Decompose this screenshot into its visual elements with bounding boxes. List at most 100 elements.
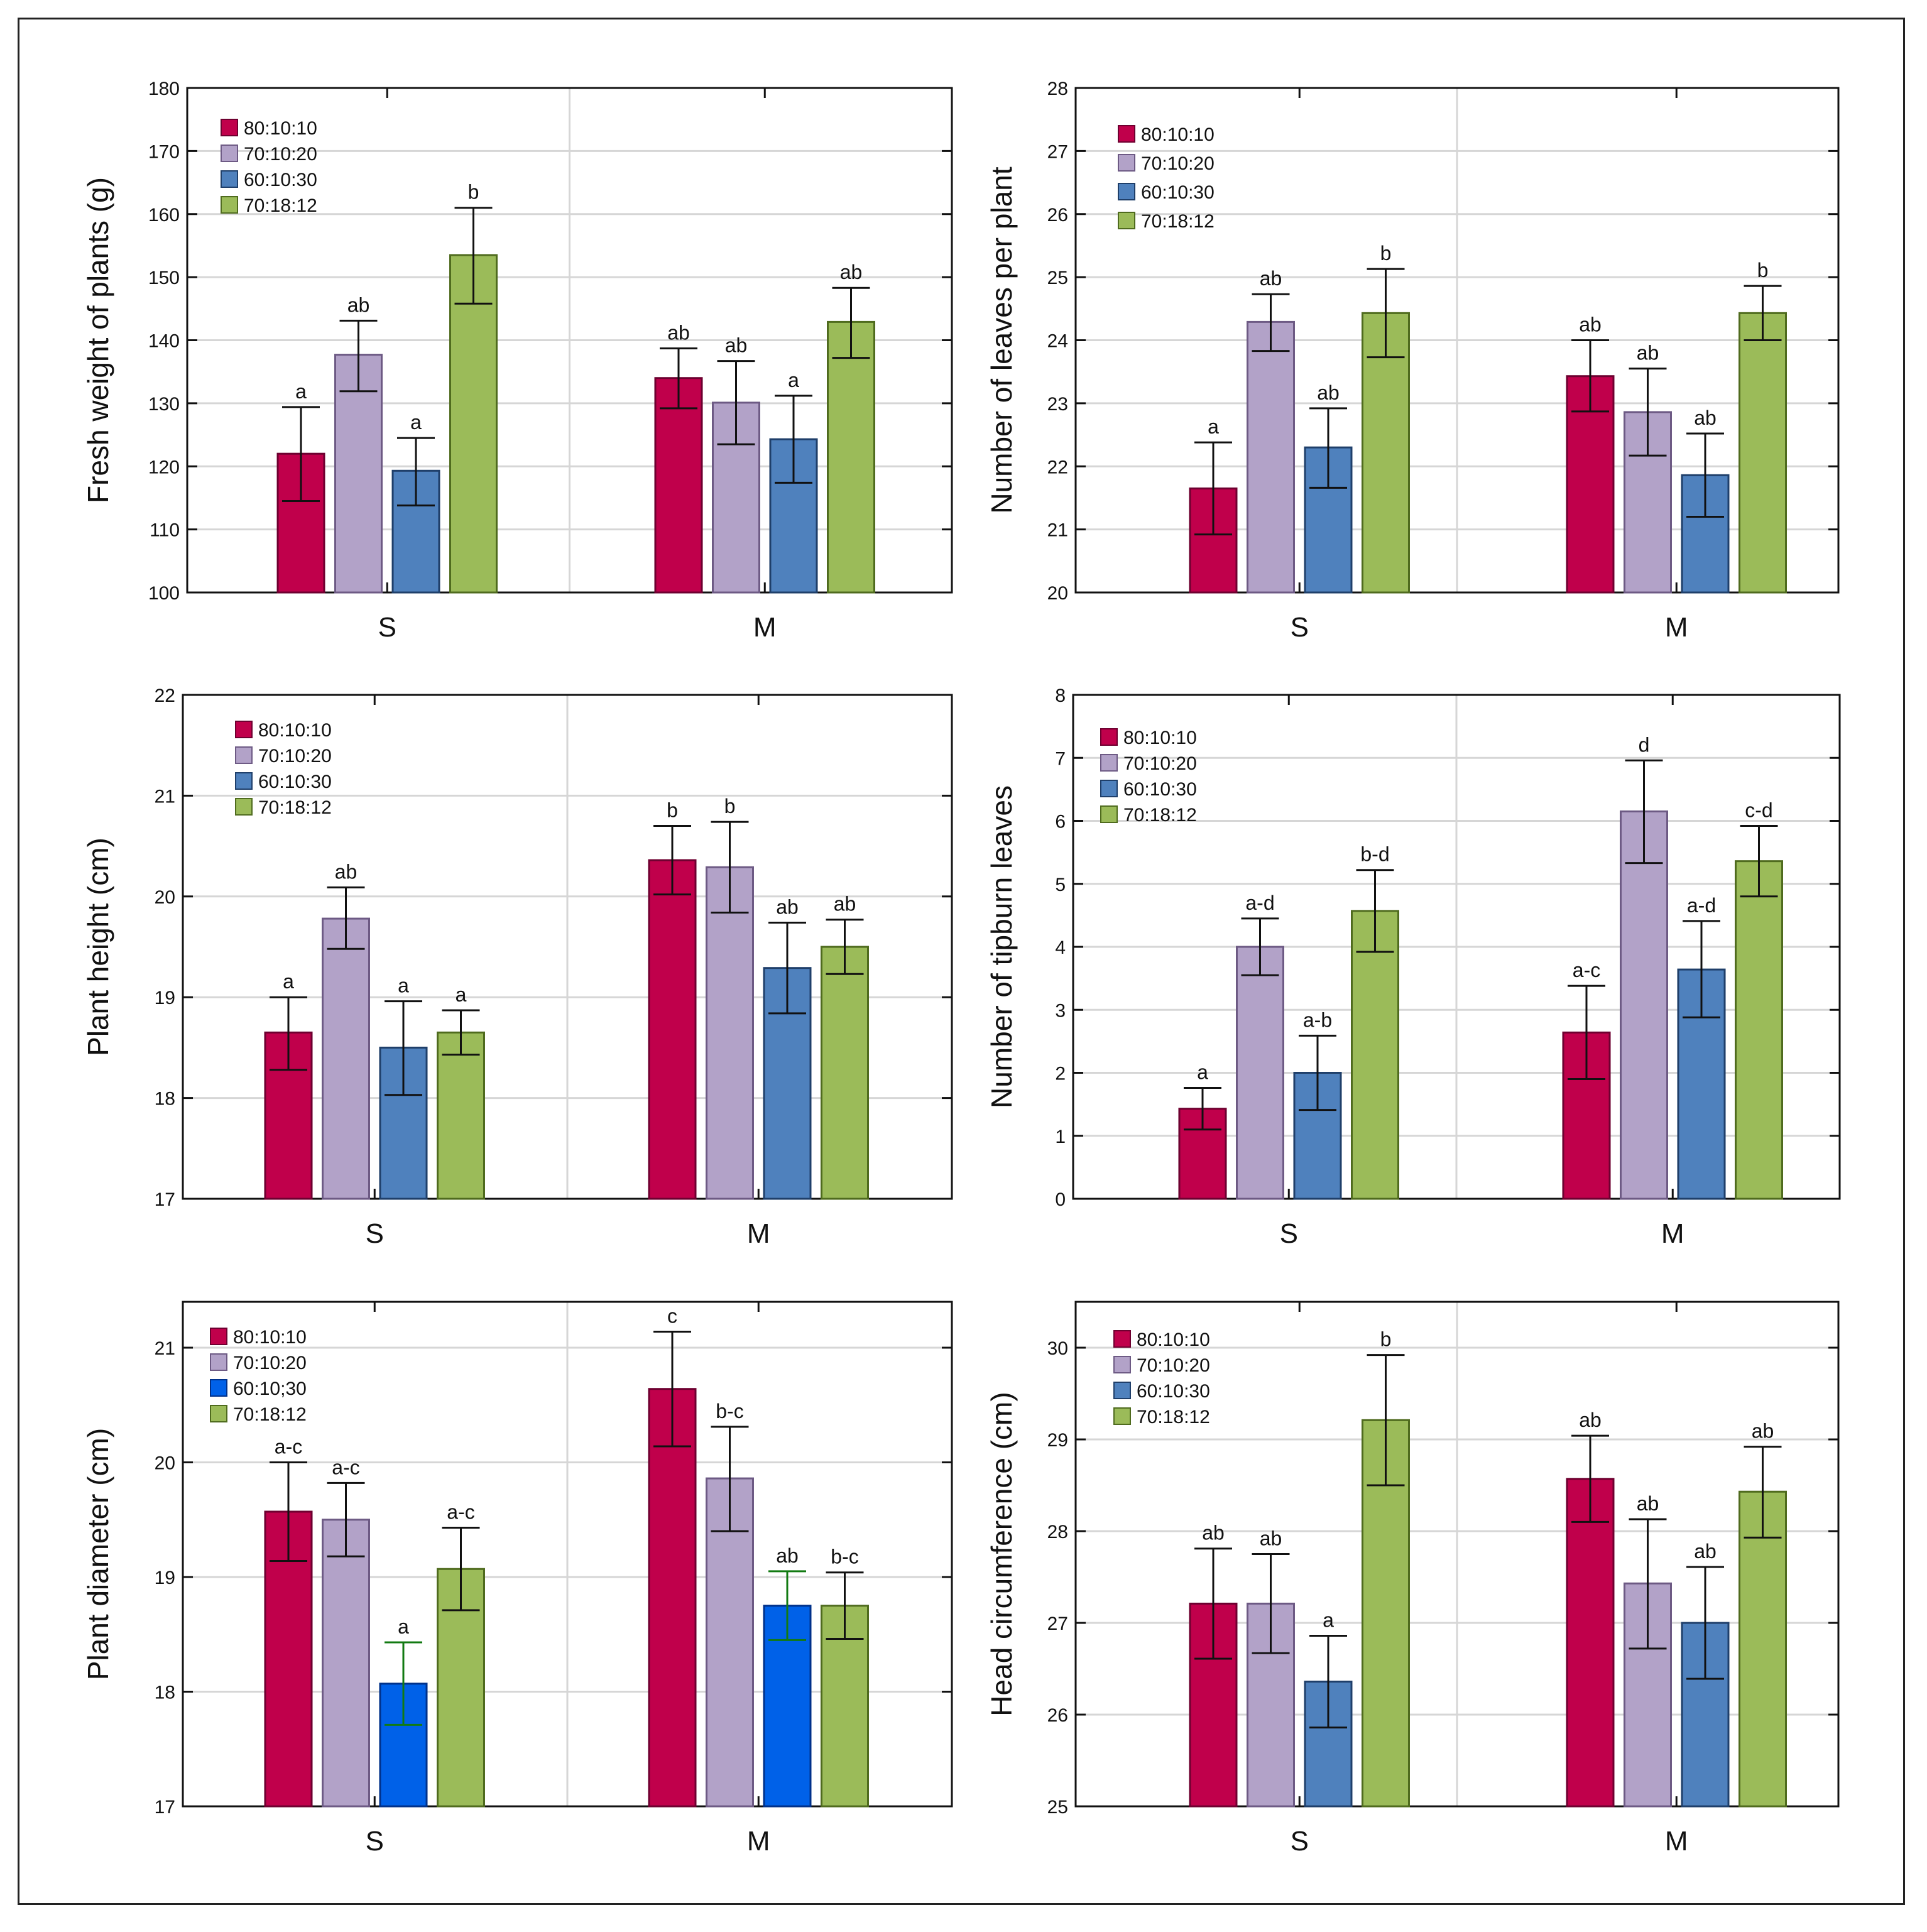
y-tick-label: 1: [1055, 1127, 1066, 1147]
significance-label: b: [1380, 242, 1392, 265]
y-tick-label: 20: [155, 887, 175, 908]
legend-swatch: [1113, 1382, 1131, 1399]
y-tick-label: 27: [1047, 1613, 1068, 1634]
y-tick-label: 21: [155, 786, 175, 807]
legend-swatch: [1118, 125, 1135, 143]
legend-label: 70:18:12: [258, 797, 332, 818]
significance-label: a: [1197, 1061, 1208, 1084]
significance-label: b: [1757, 259, 1769, 281]
y-tick-label: 25: [1047, 268, 1068, 288]
legend-swatch: [1118, 212, 1135, 229]
y-tick-label: 21: [1047, 520, 1068, 541]
legend-swatch: [221, 196, 238, 214]
chart-panel-2: 20 21 22 23 24 25 26 27 28 S M Number of leaves per…: [985, 79, 1840, 643]
y-tick-label: 22: [1047, 457, 1068, 478]
bar: [1362, 312, 1410, 594]
legend-label: 80:10:10: [1141, 124, 1215, 145]
y-tick-label: 24: [1047, 331, 1068, 352]
y-tick-label: 100: [148, 583, 180, 604]
legend-swatch: [235, 772, 253, 790]
y-tick-label: 6: [1055, 812, 1066, 832]
y-tick-label: 110: [150, 520, 180, 541]
legend-swatch: [1113, 1407, 1131, 1425]
y-tick-label: 160: [148, 205, 180, 226]
significance-label: ab: [840, 261, 863, 283]
legend-label: 80:10:10: [233, 1327, 307, 1348]
significance-label: a: [295, 380, 307, 403]
significance-label: a-d: [1245, 892, 1274, 914]
legend-swatch: [235, 746, 253, 764]
legend-label: 70:10:20: [1123, 753, 1197, 774]
x-category-label: M: [753, 612, 777, 643]
significance-label: d: [1639, 733, 1650, 756]
chart-panel-1: 100 110 120 130 140 150 160 170 180 S M Fresh weigh…: [82, 79, 953, 643]
legend-label: 80:10:10: [258, 720, 332, 741]
y-tick-label: 180: [148, 79, 180, 99]
bar: [1620, 810, 1668, 1200]
y-axis-label: Number of leaves per plant: [985, 166, 1018, 514]
bar: [449, 254, 498, 594]
y-tick-label: 27: [1047, 141, 1068, 162]
y-tick-label: 29: [1047, 1430, 1068, 1451]
significance-label: ab: [1752, 1420, 1774, 1443]
legend-label: 70:10:20: [233, 1353, 307, 1373]
legend-label: 60:10:30: [244, 170, 317, 190]
bar: [1351, 910, 1399, 1200]
y-tick-label: 4: [1055, 937, 1066, 958]
legend-swatch: [1113, 1330, 1131, 1348]
x-category-label: M: [1665, 612, 1688, 643]
legend-swatch: [210, 1405, 227, 1422]
y-tick-label: 28: [1047, 1522, 1068, 1542]
significance-label: ab: [1694, 407, 1717, 429]
plot-frame: [182, 1301, 953, 1808]
significance-label: b: [724, 795, 736, 817]
y-tick-label: 120: [148, 457, 180, 478]
bar: [1735, 860, 1783, 1200]
y-tick-label: 130: [148, 394, 180, 415]
significance-label: c: [667, 1304, 677, 1327]
legend-label: 60:10:30: [1141, 182, 1215, 203]
significance-label: ab: [1637, 1492, 1659, 1515]
significance-label: ab: [1202, 1522, 1225, 1544]
bar: [648, 1388, 697, 1808]
significance-label: c-d: [1745, 799, 1772, 822]
y-tick-label: 150: [148, 268, 180, 288]
significance-label: a: [788, 369, 799, 391]
y-tick-label: 7: [1055, 748, 1066, 769]
legend-swatch: [1100, 754, 1118, 772]
y-tick-label: 21: [155, 1338, 175, 1359]
significance-label: a-d: [1687, 894, 1716, 917]
bar: [322, 1519, 370, 1808]
y-tick-label: 3: [1055, 1000, 1066, 1021]
y-axis-label: Head circumference (cm): [985, 1392, 1018, 1716]
bar: [821, 946, 869, 1200]
x-category-label: M: [747, 1218, 770, 1249]
y-axis-label: Plant diameter (cm): [82, 1428, 114, 1680]
significance-label: b: [667, 799, 678, 822]
figure-frame: [18, 18, 1905, 1905]
significance-label: ab: [776, 1544, 799, 1567]
legend-swatch: [235, 798, 253, 816]
legend-label: 70:10:20: [1137, 1355, 1210, 1376]
legend-label: 80:10:10: [1123, 728, 1197, 748]
significance-label: a: [410, 411, 422, 434]
y-tick-label: 20: [155, 1453, 175, 1474]
significance-label: a: [398, 1615, 409, 1638]
legend-label: 60:10:30: [1137, 1381, 1210, 1402]
legend-label: 60:10:30: [258, 772, 332, 792]
legend-label: 80:10:10: [244, 118, 317, 139]
significance-label: a-c: [275, 1436, 302, 1458]
legend-label: 70:18:12: [1137, 1407, 1210, 1427]
x-category-label: S: [378, 612, 396, 643]
bar: [334, 354, 383, 594]
x-category-label: S: [1291, 612, 1309, 643]
y-tick-label: 25: [1047, 1797, 1068, 1818]
y-axis-label: Number of tipburn leaves: [985, 785, 1018, 1108]
y-tick-label: 18: [155, 1683, 175, 1703]
legend-swatch: [1118, 183, 1135, 200]
legend-swatch: [1118, 154, 1135, 172]
significance-label: ab: [335, 860, 358, 883]
legend-swatch: [210, 1328, 227, 1345]
y-tick-label: 26: [1047, 205, 1068, 226]
